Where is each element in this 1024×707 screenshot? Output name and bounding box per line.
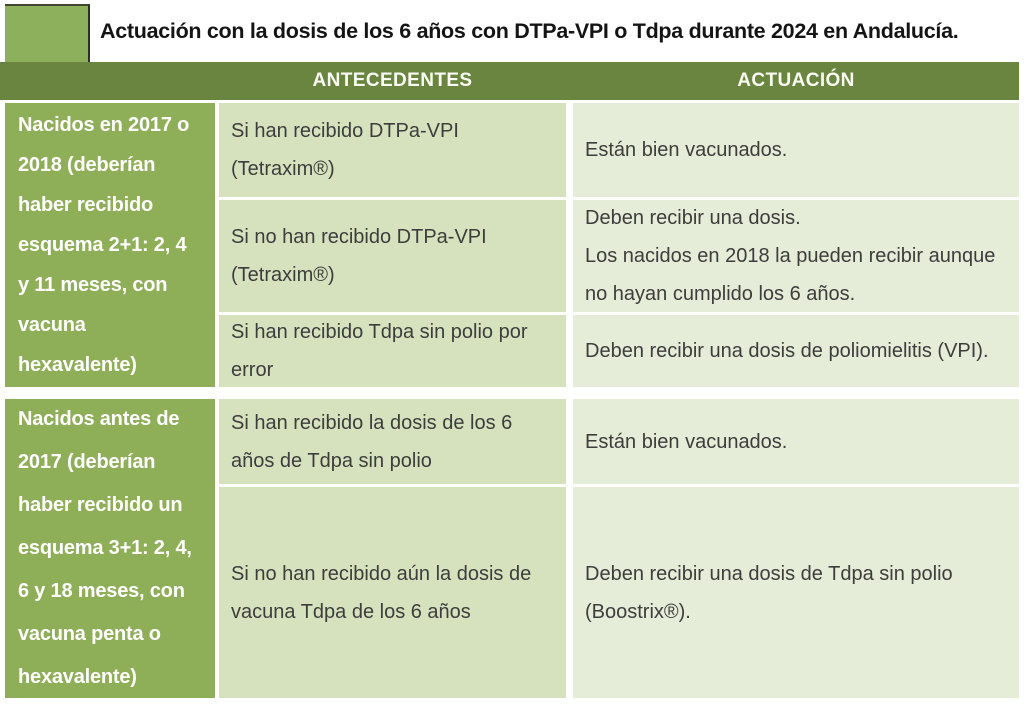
table-group-nacidos-antes-2017: Nacidos antes de 2017 (deberían haber re… (5, 399, 1019, 698)
antecedente-cell: Si han recibido Tdpa sin polio por error (219, 315, 566, 387)
antecedente-cell: Si han recibido DTPa-VPI (Tetraxim®) (219, 103, 566, 197)
antecedente-cell: Si no han recibido aún la dosis de vacun… (219, 487, 566, 698)
antecedente-cell: Si han recibido la dosis de los 6 años d… (219, 399, 566, 484)
header-spacer (0, 62, 219, 100)
actuacion-cell: Están bien vacunados. (573, 103, 1019, 197)
table-header-row: ANTECEDENTES ACTUACIÓN (0, 62, 1019, 100)
table-body: Nacidos en 2017 o 2018 (deberían haber r… (5, 103, 1019, 698)
column-header-actuacion: ACTUACIÓN (737, 70, 855, 91)
row-group-header: Nacidos en 2017 o 2018 (deberían haber r… (5, 103, 215, 387)
actuacion-cell: Deben recibir una dosis. Los nacidos en … (573, 200, 1019, 312)
green-square-decoration (5, 4, 90, 62)
actuacion-cell: Están bien vacunados. (573, 399, 1019, 484)
actuacion-cell: Deben recibir una dosis de poliomielitis… (573, 315, 1019, 387)
row-group-header: Nacidos antes de 2017 (deberían haber re… (5, 399, 215, 698)
column-header-antecedentes: ANTECEDENTES (312, 70, 473, 91)
table-group-nacidos-2017-2018: Nacidos en 2017 o 2018 (deberían haber r… (5, 103, 1019, 387)
antecedente-cell: Si no han recibido DTPa-VPI (Tetraxim®) (219, 200, 566, 312)
page-title: Actuación con la dosis de los 6 años con… (100, 18, 959, 43)
title-bar: Actuación con la dosis de los 6 años con… (0, 0, 1024, 62)
actuacion-cell: Deben recibir una dosis de Tdpa sin poli… (573, 487, 1019, 698)
